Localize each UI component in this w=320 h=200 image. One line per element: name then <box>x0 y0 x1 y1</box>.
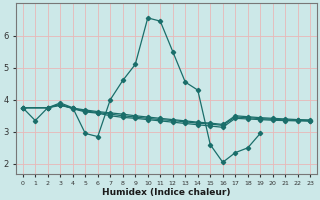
X-axis label: Humidex (Indice chaleur): Humidex (Indice chaleur) <box>102 188 231 197</box>
